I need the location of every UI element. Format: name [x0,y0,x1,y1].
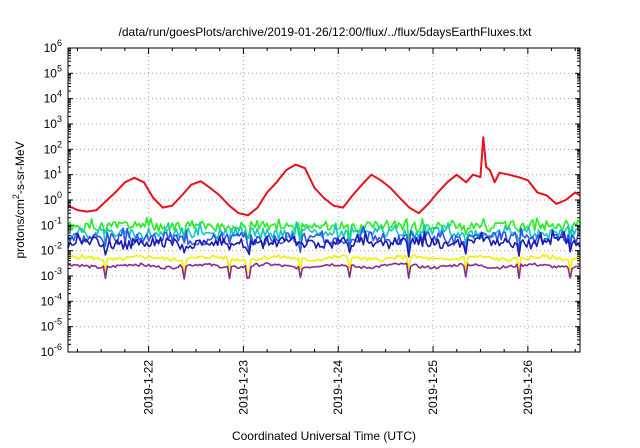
grid [68,48,580,352]
y-tick-label: 10-1 [41,215,62,232]
series-line-3 [67,225,581,256]
y-tick-label: 103 [44,114,62,131]
series-line-0 [67,136,581,217]
y-tick-label: 106 [44,38,62,55]
x-axis: 2019-1-22 2019-1-23 2019-1-24 2019-1-25 2019… [76,48,576,415]
x-tick-label: 2019-1-25 [426,360,440,415]
y-tick-label: 100 [44,190,62,207]
y-axis-label-tail: -s-sr-MeV [13,141,27,194]
y-tick-label: 105 [44,63,62,80]
series-layer [67,136,581,280]
y-tick-label: 101 [44,165,62,182]
series-line-6 [67,262,581,280]
y-tick-label: 10-4 [41,291,62,308]
y-tick-label: 10-5 [41,317,62,334]
series-line-1 [67,216,581,243]
x-axis-label: Coordinated Universal Time (UTC) [232,429,416,443]
x-tick-label: 2019-1-22 [142,360,156,415]
x-tick-label: 2019-1-24 [331,360,345,415]
x-tick-label: 2019-1-23 [236,360,250,415]
x-tick-label: 2019-1-26 [521,360,535,415]
y-tick-label: 104 [44,89,62,106]
y-axis: 10-6 10-5 10-4 10-3 10-2 10-1 100 101 102 103 104 1… [41,38,580,359]
y-tick-label: 10-3 [41,266,62,283]
series-line-4 [67,229,581,258]
series-line-5 [67,254,581,274]
y-tick-label: 102 [44,139,62,156]
y-axis-label-sup: 2 [11,194,21,199]
y-tick-label: 10-6 [41,342,62,359]
y-axis-label: protons/cm2-s-sr-MeV [11,141,27,258]
y-tick-label: 10-2 [41,241,62,258]
y-axis-label-main: protons/cm [13,199,27,258]
chart-title: /data/run/goesPlots/archive/2019-01-26/1… [119,25,533,39]
